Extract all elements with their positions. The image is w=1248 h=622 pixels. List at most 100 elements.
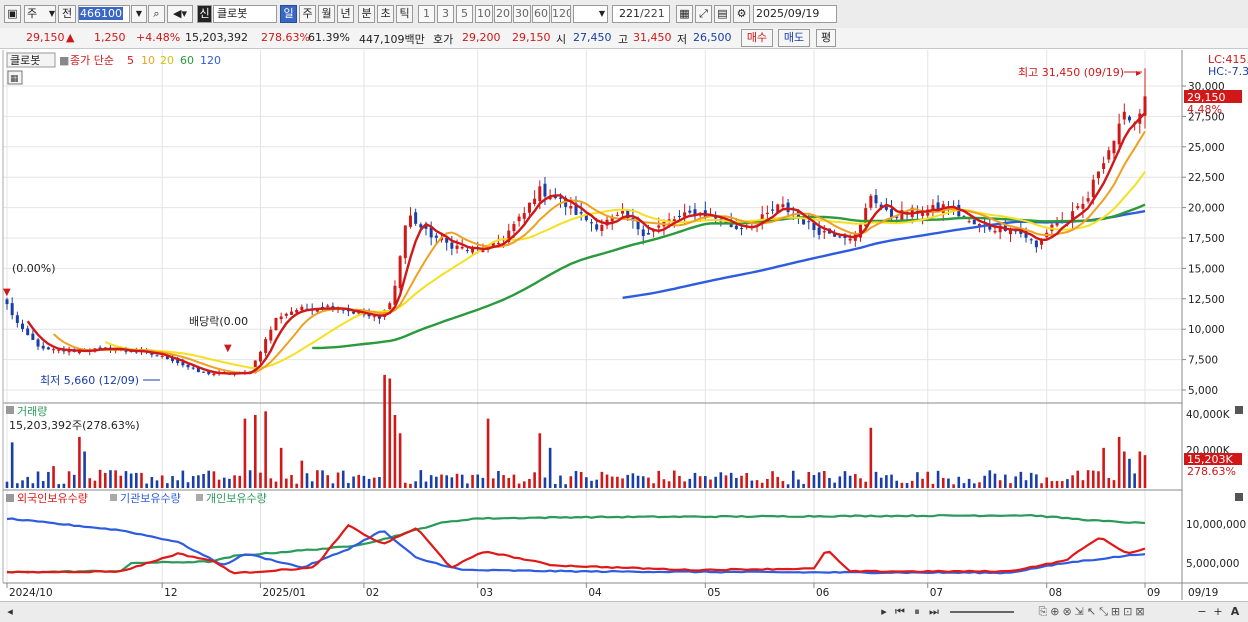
pause-icon[interactable]: ⏸ [914,605,920,618]
holdings-close-icon[interactable] [1235,493,1243,501]
date-field[interactable]: 2025/09/19 [753,5,837,23]
candle-body [450,242,454,249]
interval-10-button[interactable]: 10 [475,5,493,23]
prev-button[interactable]: 전 [58,5,76,23]
volume-bar [579,472,583,488]
volume-bar [662,479,666,488]
sell-button[interactable]: 매도 [778,29,810,47]
minus-icon[interactable]: − [1197,605,1207,618]
draw-icon[interactable]: ⤢ [695,5,712,23]
holdings-institution-title: 기관보유수량 [120,492,181,505]
interval-30-button[interactable]: 30 [513,5,531,23]
volume-bar [507,477,511,488]
period-week-button[interactable]: 주 [299,5,316,23]
volume-bar [445,475,448,488]
volume-bar [517,483,521,488]
volume-bar [1029,472,1033,488]
interval-5-button[interactable]: 5 [456,5,473,23]
volume-bar [786,484,790,488]
candle-body [781,204,785,208]
period-month-button[interactable]: 월 [318,5,335,23]
volume-close-icon[interactable] [1235,406,1243,414]
market-select[interactable]: 주 ▼ [24,5,56,23]
volume-bar [259,472,262,488]
candle-body [41,345,45,349]
volume-bar [47,471,50,488]
candle-body [512,223,516,232]
candle-body [848,238,852,241]
scroll-left-icon[interactable]: ◂ [7,605,13,618]
candle-body [610,216,614,222]
interval-3-button[interactable]: 3 [437,5,454,23]
gear-icon[interactable]: ⚙ [733,5,750,23]
volume-bar [398,433,402,488]
rewind-icon[interactable]: ⏮ [895,605,905,618]
window-menu-icon[interactable]: ▣ [4,5,21,23]
volume-bar [155,480,159,488]
volume-bar [21,480,24,488]
volume-bar [1091,470,1095,488]
count-field[interactable]: 221/221 [612,5,670,23]
candle-body [181,362,185,366]
price-tick-label: 5,000 [1188,385,1218,397]
stock-code-field[interactable]: 466100 [78,5,130,23]
volume-bar [455,473,459,488]
stock-chart[interactable]: 클로봇 ■ 종가 단순 5 10 20 60 120 ▦ LC:415.02 H… [0,50,1248,600]
candle-body [357,312,361,314]
date-tick-label: 02 [366,587,379,599]
code-dropdown-icon[interactable]: ▼ [131,5,147,23]
custom-interval-select[interactable]: ▼ [573,5,608,23]
high-annotation: 최고 31,450 (09/19) [1018,66,1124,79]
compare-icon[interactable]: ▦ [676,5,693,23]
interval-120-button[interactable]: 120 [551,5,571,23]
volume-bar [1117,436,1121,488]
volume-bar [1045,477,1049,488]
candle-body [626,209,630,219]
period-year-button[interactable]: 년 [337,5,354,23]
volume-bar [1097,471,1100,488]
volume-bar [1143,455,1147,488]
volume-bar [973,483,976,488]
price-tick-label: 25,000 [1188,142,1225,154]
volume-bar [57,484,61,488]
candle-body [455,245,459,249]
candle-body [284,313,288,316]
volume-bar [486,418,490,488]
speaker-icon[interactable]: ◀▾ [167,5,193,23]
interval-1-button[interactable]: 1 [418,5,435,23]
volume-bar [450,477,454,488]
save-icon[interactable]: ▤ [714,5,731,23]
eval-button[interactable]: 평 [816,29,836,47]
candle-body [527,202,531,213]
candle-body [52,349,56,351]
candle-body [972,219,976,225]
volume-bar [1050,481,1054,488]
interval-20-button[interactable]: 20 [494,5,512,23]
legend-name-box[interactable] [6,52,56,68]
calendar-icon[interactable] [7,70,23,85]
chart-tools-icon[interactable]: ⎘⊕⊗⇲↖⤡⊞⊡⊠ [1038,605,1148,618]
zoom-slider[interactable] [950,604,1014,619]
horizontal-scrollbar[interactable] [18,604,873,619]
start-annotation: (0.00%) [12,262,56,275]
interval-60-button[interactable]: 60 [532,5,550,23]
play-icon[interactable]: ▸ [881,605,887,618]
volume-bar [854,474,857,488]
start-arrow-icon: ▼ [3,287,11,298]
stock-name-field[interactable]: 클로봇 [213,5,277,23]
volume-bar [253,415,257,488]
volume-bar [36,471,40,488]
stock-type-badge: 신 [197,5,212,23]
volume-bar [362,475,366,488]
buy-button[interactable]: 매수 [741,29,773,47]
search-icon[interactable]: ⌕ [148,5,165,23]
fast-forward-icon[interactable]: ⏭ [929,605,939,618]
candle-body [264,339,268,353]
period-tick-button[interactable]: 틱 [396,5,413,23]
plus-icon[interactable]: + [1213,605,1223,618]
period-day-button[interactable]: 일 [280,5,297,23]
auto-scale-icon[interactable]: A [1230,605,1240,618]
period-second-button[interactable]: 초 [377,5,394,23]
period-minute-button[interactable]: 분 [358,5,375,23]
candle-body [388,303,392,310]
